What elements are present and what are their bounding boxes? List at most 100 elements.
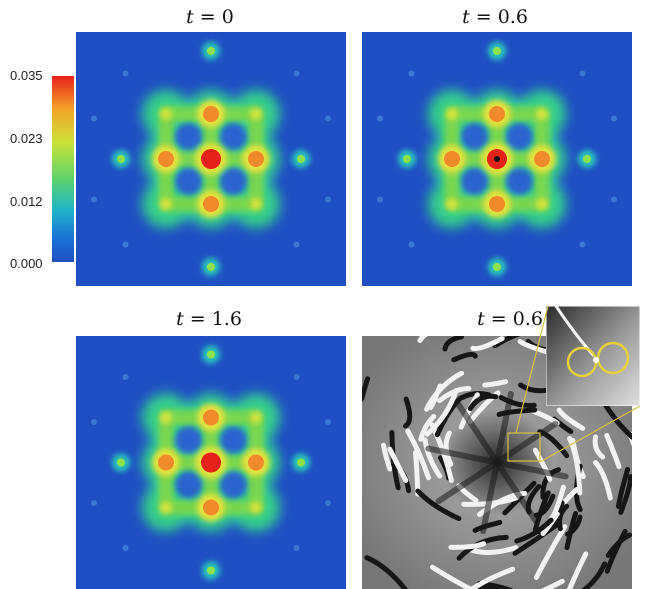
corner-spot: [250, 108, 262, 120]
corner-spot: [160, 108, 172, 120]
phase-arm: [494, 390, 514, 466]
faint-dot: [377, 115, 383, 122]
corner-spot: [446, 108, 458, 120]
hot-spot: [158, 151, 174, 167]
corner-spot: [250, 501, 262, 514]
lattice-hole: [175, 168, 202, 195]
faint-dot: [91, 419, 97, 425]
faint-dot: [91, 500, 97, 506]
panel-title-2: t = 0.6: [462, 6, 528, 28]
faint-dot: [122, 545, 129, 551]
phase-arm: [494, 420, 559, 466]
satellite-spot: [583, 155, 591, 163]
phase-arm: [435, 459, 500, 505]
lattice-hot-spots: [152, 403, 270, 522]
density-panel-t06: [362, 32, 632, 286]
faint-dot: [611, 196, 617, 203]
phase-stripe: [605, 532, 632, 558]
hot-spot: [203, 499, 219, 516]
hot-spot: [248, 454, 264, 471]
phase-stripe: [442, 336, 464, 352]
hot-spot: [444, 151, 460, 167]
hot-spot: [534, 151, 550, 167]
corner-spot: [446, 198, 458, 210]
phase-stripe: [467, 393, 499, 411]
corner-spot: [160, 411, 172, 424]
corner-spot: [160, 198, 172, 210]
phase-stripe: [362, 376, 371, 402]
faint-dot: [122, 241, 129, 248]
phase-stripe: [540, 467, 561, 500]
faint-dot: [293, 374, 300, 380]
lattice-hole: [220, 427, 247, 453]
density-layers: [91, 345, 331, 580]
phase-stripe: [618, 474, 632, 515]
hot-spot: [248, 151, 264, 167]
colorbar-tick-4: 0.000: [10, 256, 43, 271]
faint-dot: [325, 500, 331, 506]
colorbar: [52, 76, 74, 262]
lattice-hole: [175, 123, 202, 150]
connector-line-top: [515, 305, 549, 434]
lattice-hole: [220, 168, 247, 195]
phase-stripe: [540, 578, 565, 589]
phase-stripe: [498, 395, 537, 408]
satellite-spot: [207, 566, 215, 575]
satellite-spot: [403, 155, 411, 163]
zoom-highlight-box: [507, 432, 541, 462]
phase-stripe: [428, 383, 443, 410]
colorbar-tick-2: 0.023: [10, 131, 43, 146]
colorbar-tick-3: 0.012: [10, 194, 43, 209]
hot-spot: [158, 454, 174, 471]
phase-stripe: [581, 561, 608, 589]
faint-dot: [91, 115, 97, 122]
phase-stripe: [482, 379, 509, 388]
phase-stripe: [533, 493, 556, 518]
phase-stripe: [470, 336, 505, 352]
lattice-hole: [175, 427, 202, 453]
hot-spot: [203, 106, 219, 122]
phase-stripe: [424, 387, 459, 437]
panel-title-4: t = 0.6: [477, 308, 543, 330]
phase-arm: [455, 401, 500, 466]
phase-stripe: [422, 437, 443, 479]
satellite-spot: [207, 263, 215, 271]
phase-stripe: [604, 528, 628, 574]
phase-stripes: [362, 336, 632, 589]
phase-arm: [494, 459, 539, 524]
satellite-spot: [117, 155, 125, 163]
phase-inset-zoom: [546, 306, 640, 406]
phase-stripe: [564, 511, 579, 551]
phase-stripe: [418, 414, 437, 442]
satellite-spot: [297, 155, 305, 163]
corner-spot: [536, 108, 548, 120]
phase-stripe: [417, 336, 429, 343]
faint-dot: [91, 196, 97, 203]
satellite-spot: [117, 458, 125, 467]
phase-stripe: [566, 551, 589, 589]
satellite-spot: [207, 350, 215, 359]
phase-arm: [480, 459, 500, 535]
panel-title-1: t = 0: [186, 6, 234, 28]
phase-stripe: [415, 488, 462, 522]
phase-stripe: [517, 339, 549, 355]
lattice-hole: [220, 123, 247, 150]
panel-title-3: t = 1.6: [176, 308, 242, 330]
colorbar-gradient: [52, 76, 74, 262]
phase-stripe: [448, 541, 487, 550]
satellite-spot: [207, 47, 215, 55]
phase-arm: [494, 459, 569, 480]
density-panel-t0: [76, 32, 346, 286]
faint-dot: [293, 241, 300, 248]
faint-dot: [325, 419, 331, 425]
phase-stripe: [364, 555, 409, 589]
hot-spot: [203, 409, 219, 426]
hot-spot: [201, 452, 221, 473]
phase-stripe: [405, 428, 431, 481]
phase-stripe: [567, 436, 583, 496]
faint-dot: [293, 70, 300, 77]
phase-stripe: [557, 503, 570, 532]
faint-dot: [611, 115, 617, 122]
faint-dot: [325, 115, 331, 122]
